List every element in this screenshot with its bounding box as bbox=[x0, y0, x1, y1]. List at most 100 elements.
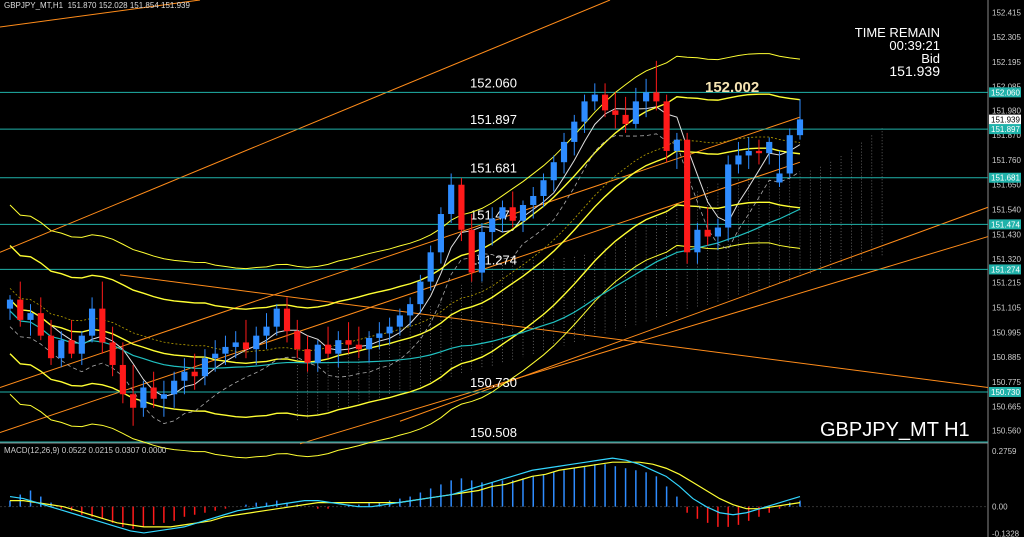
time-remain-value: 00:39:21 bbox=[889, 38, 940, 53]
price-axis-label: 151.870 bbox=[992, 131, 1021, 140]
price-axis-highlight-label: 152.060 bbox=[991, 88, 1020, 97]
candle-body bbox=[591, 94, 598, 102]
price-axis-label: 151.540 bbox=[992, 206, 1021, 215]
macd-axis-label: 0.00 bbox=[992, 503, 1008, 512]
price-axis-label: 151.320 bbox=[992, 255, 1021, 264]
price-axis-highlight bbox=[989, 172, 1021, 183]
candle-body bbox=[376, 333, 383, 338]
price-axis-highlight-label: 150.730 bbox=[991, 388, 1020, 397]
macd-main-line bbox=[9, 457, 801, 534]
channel-line bbox=[119, 274, 989, 388]
candle-body bbox=[58, 340, 65, 359]
channel-line bbox=[0, 0, 201, 28]
price-axis-highlight bbox=[989, 87, 1021, 98]
price-axis-label: 151.760 bbox=[992, 156, 1021, 165]
candle-body bbox=[776, 173, 783, 183]
candle-body bbox=[601, 94, 609, 111]
symbol-label: GBPJPY_MT H1 bbox=[820, 419, 970, 441]
price-axis-highlight-label: 151.681 bbox=[991, 174, 1020, 183]
level-label: 151.897 bbox=[470, 112, 517, 127]
candle-body bbox=[550, 162, 557, 181]
bollinger-upper-2 bbox=[9, 53, 801, 270]
candle-body bbox=[437, 214, 444, 253]
price-axis-label: 152.195 bbox=[992, 58, 1021, 67]
candle-body bbox=[509, 207, 516, 221]
candle-body bbox=[119, 364, 126, 395]
candle-body bbox=[448, 184, 455, 215]
candle-body bbox=[766, 141, 773, 154]
candle-body bbox=[735, 155, 742, 165]
macd-info: MACD(12,26,9) 0.0522 0.0215 0.0307 0.000… bbox=[4, 446, 167, 455]
candle-body bbox=[47, 335, 55, 359]
candle-body bbox=[283, 308, 291, 332]
candle-body bbox=[643, 92, 650, 102]
candle-body bbox=[417, 281, 424, 305]
candle-body bbox=[704, 229, 711, 237]
price-axis-highlight-label: 151.274 bbox=[991, 265, 1020, 274]
candle-body bbox=[694, 229, 701, 253]
chart-info: GBPJPY_MT,H1 151.870 152.028 151.854 151… bbox=[4, 1, 190, 10]
candle-body bbox=[540, 180, 547, 196]
candle-body bbox=[468, 229, 475, 273]
candle-body bbox=[796, 119, 804, 136]
price-axis-label: 151.980 bbox=[992, 106, 1021, 115]
candle-body bbox=[68, 340, 75, 354]
level-label: 151.274 bbox=[470, 252, 517, 267]
level-label: 150.508 bbox=[470, 425, 517, 440]
channel-line bbox=[399, 206, 989, 422]
candle-body bbox=[150, 387, 157, 399]
time-remain-label: TIME REMAIN bbox=[854, 25, 940, 40]
candle-body bbox=[396, 315, 403, 327]
candle-body bbox=[755, 150, 763, 154]
price-axis-highlight-label: 151.939 bbox=[991, 116, 1020, 125]
candle-body bbox=[130, 394, 137, 408]
macd-axis-label: 0.2759 bbox=[992, 447, 1017, 456]
candle-body bbox=[612, 110, 619, 115]
candle-body bbox=[273, 308, 280, 327]
candle-body bbox=[355, 344, 362, 350]
channel-line bbox=[0, 0, 611, 253]
price-axis-highlight bbox=[989, 219, 1021, 230]
candle-body bbox=[78, 335, 85, 354]
candle-body bbox=[242, 342, 250, 350]
candle-body bbox=[458, 184, 465, 230]
candle-body bbox=[632, 101, 639, 124]
price-axis-label: 151.430 bbox=[992, 230, 1021, 239]
candle-body bbox=[673, 139, 680, 151]
bollinger-lower-2 bbox=[9, 242, 801, 459]
candle-body bbox=[253, 335, 260, 350]
candle-body bbox=[519, 205, 527, 221]
candle-body bbox=[201, 358, 209, 377]
candle-body bbox=[714, 227, 721, 237]
candle-body bbox=[335, 340, 342, 354]
time-remain-panel: TIME REMAIN 00:39:21 Bid 151.939 bbox=[855, 26, 940, 78]
level-label: 151.681 bbox=[470, 161, 517, 176]
candle-body bbox=[725, 164, 732, 228]
channel-line bbox=[299, 236, 989, 445]
candle-body bbox=[27, 313, 34, 320]
price-axis-label: 150.995 bbox=[992, 328, 1021, 337]
price-axis-label: 150.665 bbox=[992, 403, 1021, 412]
candle-body bbox=[745, 150, 752, 156]
price-axis-label: 152.415 bbox=[992, 8, 1021, 17]
candle-body bbox=[622, 114, 629, 124]
price-axis-label: 151.650 bbox=[992, 181, 1021, 190]
bid-value: 151.939 bbox=[889, 63, 940, 79]
candle-body bbox=[560, 141, 568, 163]
candle-body bbox=[140, 387, 147, 408]
candle-body bbox=[530, 195, 537, 206]
price-axis-highlight-label: 151.474 bbox=[991, 220, 1020, 229]
price-axis-highlight bbox=[989, 124, 1021, 135]
candle-body bbox=[17, 299, 24, 320]
price-axis-label: 152.085 bbox=[992, 83, 1021, 92]
candle-body bbox=[191, 371, 198, 377]
macd-axis-label: -0.1328 bbox=[992, 530, 1020, 537]
candle-body bbox=[181, 371, 188, 381]
price-axis-highlight-label: 151.897 bbox=[991, 125, 1020, 134]
level-label: 150.730 bbox=[470, 375, 517, 390]
candle-body bbox=[345, 340, 352, 345]
candle-body bbox=[89, 308, 96, 336]
candle-body bbox=[109, 342, 116, 365]
candle-body bbox=[489, 218, 496, 233]
candle-body bbox=[232, 342, 239, 347]
